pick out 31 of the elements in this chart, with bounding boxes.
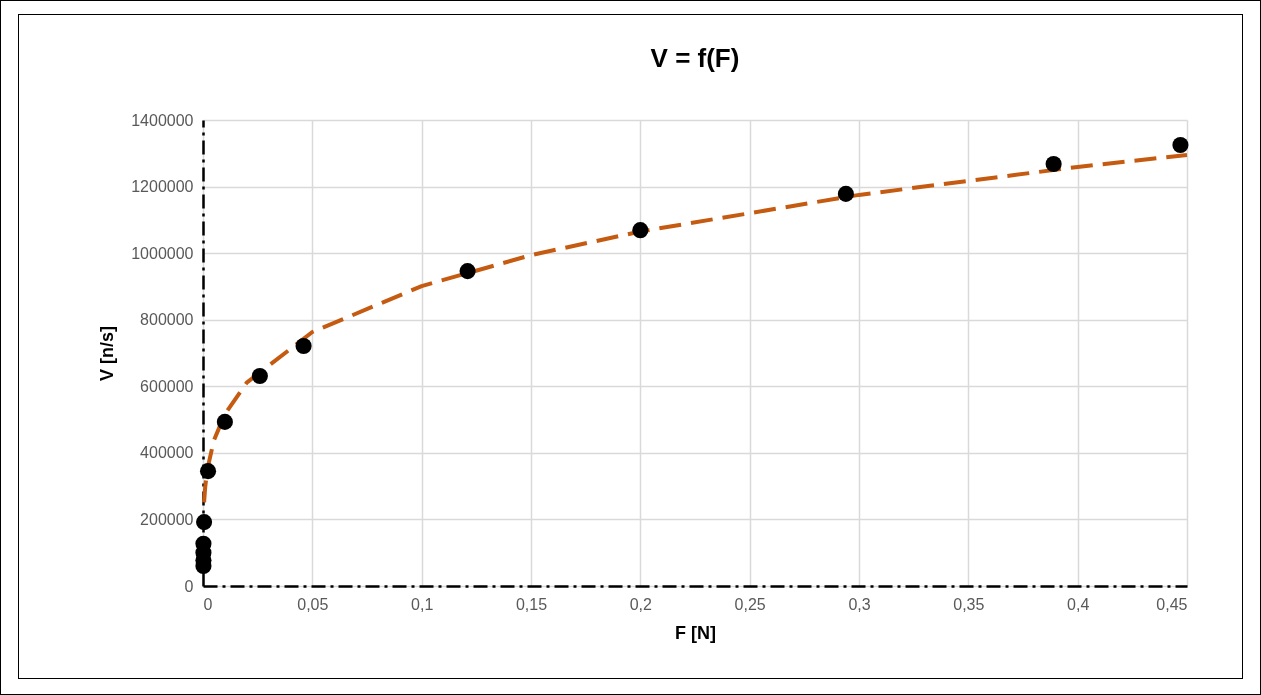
x-tick-label: 0,1 [411, 595, 434, 613]
y-tick-label: 200000 [140, 510, 194, 528]
y-tick-label: 800000 [140, 311, 194, 329]
x-tick-label: 0,2 [629, 595, 653, 613]
point [216, 413, 233, 430]
point [196, 514, 213, 531]
x-tick-label: 0 [203, 595, 213, 613]
chart-title: V = f(F) [650, 43, 740, 73]
x-tick-label: 0,05 [297, 595, 329, 613]
x-tick-label: 0,4 [1067, 595, 1090, 613]
y-tick-label: 1000000 [131, 244, 194, 262]
x-tick-label: 0,45 [1156, 595, 1188, 613]
point [295, 337, 312, 355]
point [459, 263, 476, 280]
point [1172, 136, 1189, 154]
point [251, 367, 268, 385]
point [837, 185, 854, 202]
y-tick-label: 1200000 [131, 178, 194, 196]
point [1045, 155, 1062, 172]
x-tick-label: 0,15 [515, 595, 548, 613]
point [199, 463, 217, 480]
point [632, 222, 649, 239]
x-tick-label: 0,3 [848, 595, 871, 613]
y-tick-label: 600000 [140, 377, 194, 395]
y-tick-label: 1400000 [131, 111, 194, 129]
y-axis-title: V [n/s] [97, 325, 118, 382]
x-tick-label: 0,35 [953, 595, 985, 613]
y-tick-label: 400000 [140, 444, 194, 462]
y-tick-label: 0 [184, 577, 194, 595]
x-tick-label: 0,25 [734, 595, 766, 613]
x-axis-title: F [N] [675, 622, 716, 643]
